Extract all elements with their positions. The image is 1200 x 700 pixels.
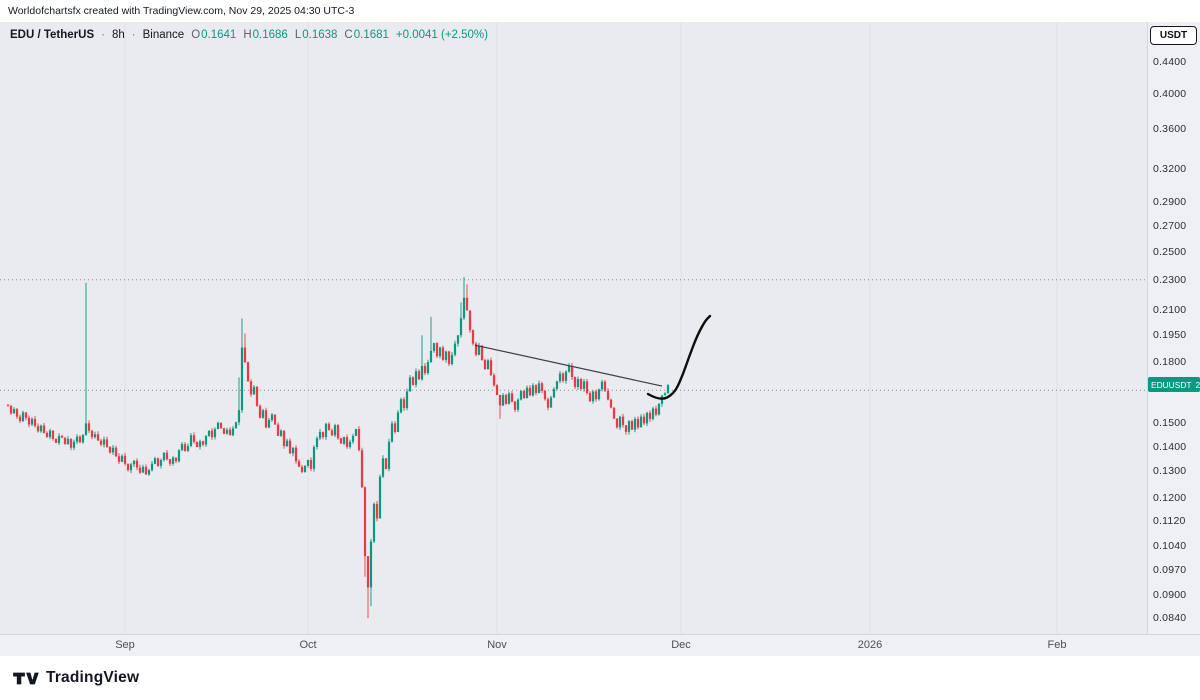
credit-bar: Worldofchartsfx created with TradingView… [0, 0, 1200, 22]
time-label: Sep [115, 639, 135, 651]
price-tick: 0.1800 [1153, 356, 1187, 368]
price-tick: 0.4000 [1153, 88, 1187, 100]
price-tick: 0.3200 [1153, 163, 1187, 175]
legend-separator: · [131, 29, 136, 41]
time-label: 2026 [857, 639, 883, 651]
interval-label[interactable]: 8h [111, 29, 125, 41]
time-label: Nov [487, 639, 507, 651]
price-tick: 0.1040 [1153, 540, 1187, 552]
price-tick: 0.0970 [1153, 564, 1187, 576]
price-chart[interactable] [0, 22, 1147, 634]
projection-arrow [646, 314, 712, 400]
horizontal-level-lines [0, 279, 1147, 391]
price-tick: 0.4400 [1153, 56, 1187, 68]
badge-countdown: 29:59 [1195, 379, 1200, 390]
price-tick: 0.0840 [1153, 612, 1187, 624]
current-price-badge[interactable]: EDUUSDT 29:59 [1148, 377, 1200, 392]
price-tick: 0.1500 [1153, 417, 1187, 429]
legend-separator: · [101, 29, 105, 41]
footer-bar: TradingView [0, 656, 1200, 700]
price-tick: 0.1950 [1153, 329, 1187, 341]
change-percent: +0.0041 (+2.50%) [395, 29, 488, 41]
price-tick: 0.1200 [1153, 492, 1187, 504]
open-value: O 0.1641 [191, 29, 237, 41]
price-tick: 0.1300 [1153, 465, 1187, 477]
price-axis[interactable]: USDT EDUUSDT 29:59 0.4400 0.4000 0.3600 0.3… [1147, 22, 1200, 634]
price-tick: 0.2100 [1153, 304, 1187, 316]
price-tick: 0.2900 [1153, 196, 1187, 208]
trendline [474, 344, 663, 387]
high-value: H 0.1686 [243, 29, 288, 41]
price-tick: 0.2500 [1153, 246, 1187, 258]
time-axis[interactable]: Sep Oct Nov Dec 2026 Feb [0, 634, 1200, 656]
price-tick: 0.2300 [1153, 274, 1187, 286]
grid-lines [124, 22, 1058, 634]
price-tick: 0.1400 [1153, 441, 1187, 453]
currency-toggle-button[interactable]: USDT [1150, 26, 1197, 45]
time-label: Feb [1047, 639, 1067, 651]
credit-text: Worldofchartsfx created with TradingView… [8, 5, 355, 17]
symbol-title[interactable]: EDU / TetherUS [10, 29, 95, 41]
price-tick: 0.1120 [1153, 515, 1186, 527]
price-tick: 0.3600 [1153, 123, 1187, 135]
low-value: L 0.1638 [294, 29, 338, 41]
price-tick: 0.2700 [1153, 220, 1187, 232]
close-value: C 0.1681 [344, 29, 389, 41]
time-label: Dec [671, 639, 691, 651]
brand-text[interactable]: TradingView [46, 669, 140, 686]
ohlc-values: O 0.1641 H 0.1686 L 0.1638 C 0.1681 +0.0041 … [191, 29, 488, 41]
exchange-label: Binance [142, 29, 185, 41]
tradingview-logo-icon[interactable] [12, 670, 39, 687]
badge-symbol: EDUUSDT [1151, 379, 1192, 390]
candles [6, 277, 670, 619]
time-label: Oct [299, 639, 317, 651]
price-tick: 0.0900 [1153, 589, 1187, 601]
